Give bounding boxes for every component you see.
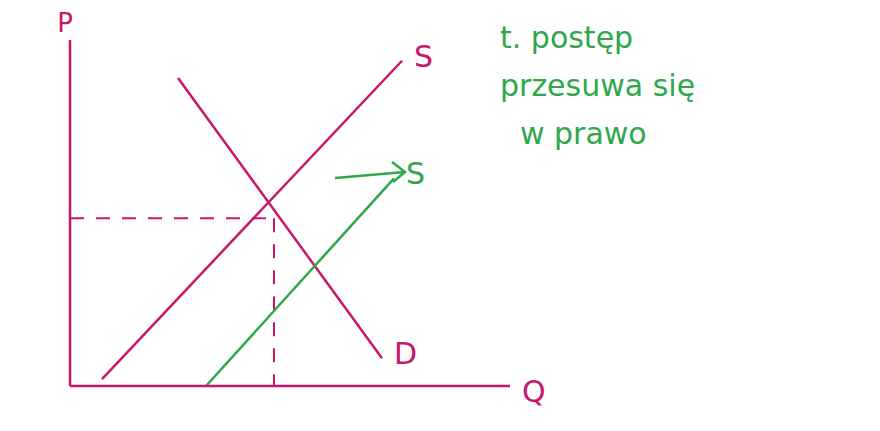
svg-text:Q: Q: [522, 374, 546, 409]
svg-text:S: S: [414, 39, 433, 74]
html-text:w prawo: w prawo: [520, 116, 647, 151]
html-text:przesuwa się: przesuwa się: [500, 68, 696, 103]
svg-text:S: S: [406, 156, 425, 191]
html-text:t. postęp: t. postęp: [500, 20, 634, 55]
svg-text:P: P: [57, 8, 73, 38]
svg-text:D: D: [394, 336, 417, 371]
